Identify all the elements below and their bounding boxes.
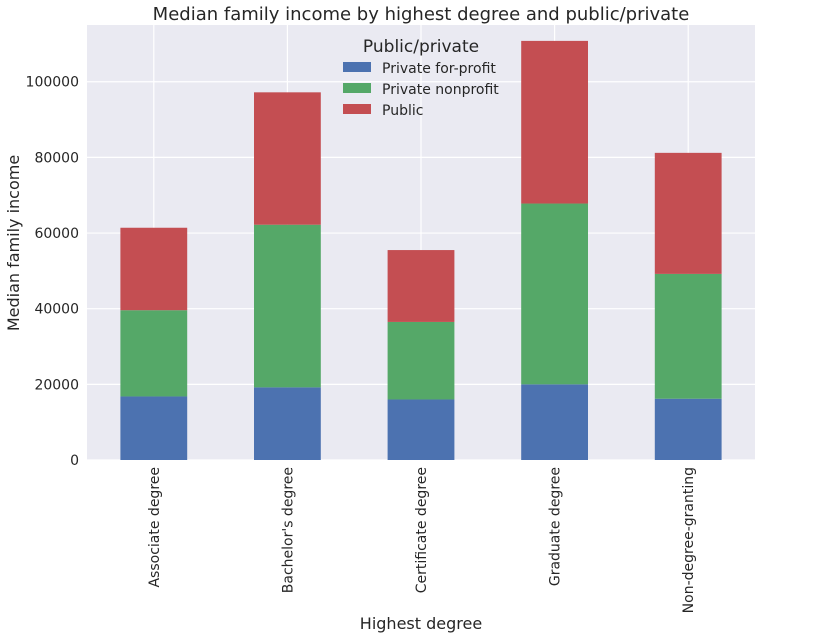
legend-label: Public <box>382 103 423 119</box>
y-tick-label: 20000 <box>34 377 79 393</box>
x-axis-label: Highest degree <box>360 614 482 633</box>
bar-segment <box>654 152 722 274</box>
bar-segment <box>254 387 321 460</box>
y-axis-ticks: 0 20000 40000 60000 80000 100000 <box>26 75 79 469</box>
y-tick-label: 0 <box>70 453 79 469</box>
legend-swatch <box>343 62 371 72</box>
legend: Public/private Private for-profit Private… <box>343 37 499 119</box>
bar-segment <box>120 310 188 397</box>
x-tick-label: Non-degree-granting <box>681 467 697 613</box>
bar-segment <box>521 203 588 385</box>
bar-segment <box>387 399 455 460</box>
y-axis-label: Median family income <box>4 155 23 331</box>
bar-segment <box>387 321 455 400</box>
legend-label: Private for-profit <box>382 61 496 77</box>
bar-segment <box>254 224 321 388</box>
x-axis-ticks: Associate degree Bachelor's degree Certifi… <box>147 467 697 613</box>
bars <box>120 40 722 460</box>
bar-segment <box>521 384 588 460</box>
bar-segment <box>120 396 188 460</box>
chart-title: Median family income by highest degree a… <box>153 4 690 25</box>
bar-segment <box>120 227 188 311</box>
y-tick-label: 100000 <box>26 75 79 91</box>
y-tick-label: 60000 <box>34 226 79 242</box>
bar-segment <box>387 250 455 322</box>
bar-segment <box>521 40 588 204</box>
x-tick-label: Graduate degree <box>548 467 564 586</box>
bar-segment <box>254 92 321 225</box>
bar-segment <box>654 273 722 399</box>
x-tick-label: Certificate degree <box>414 467 430 593</box>
x-tick-label: Associate degree <box>147 467 163 588</box>
legend-label: Private nonprofit <box>382 82 499 98</box>
bar-segment <box>654 398 722 460</box>
y-tick-label: 80000 <box>34 150 79 166</box>
legend-title: Public/private <box>363 37 479 57</box>
y-tick-label: 40000 <box>34 302 79 318</box>
x-tick-label: Bachelor's degree <box>280 467 296 593</box>
legend-swatch <box>343 83 371 93</box>
legend-swatch <box>343 104 371 114</box>
